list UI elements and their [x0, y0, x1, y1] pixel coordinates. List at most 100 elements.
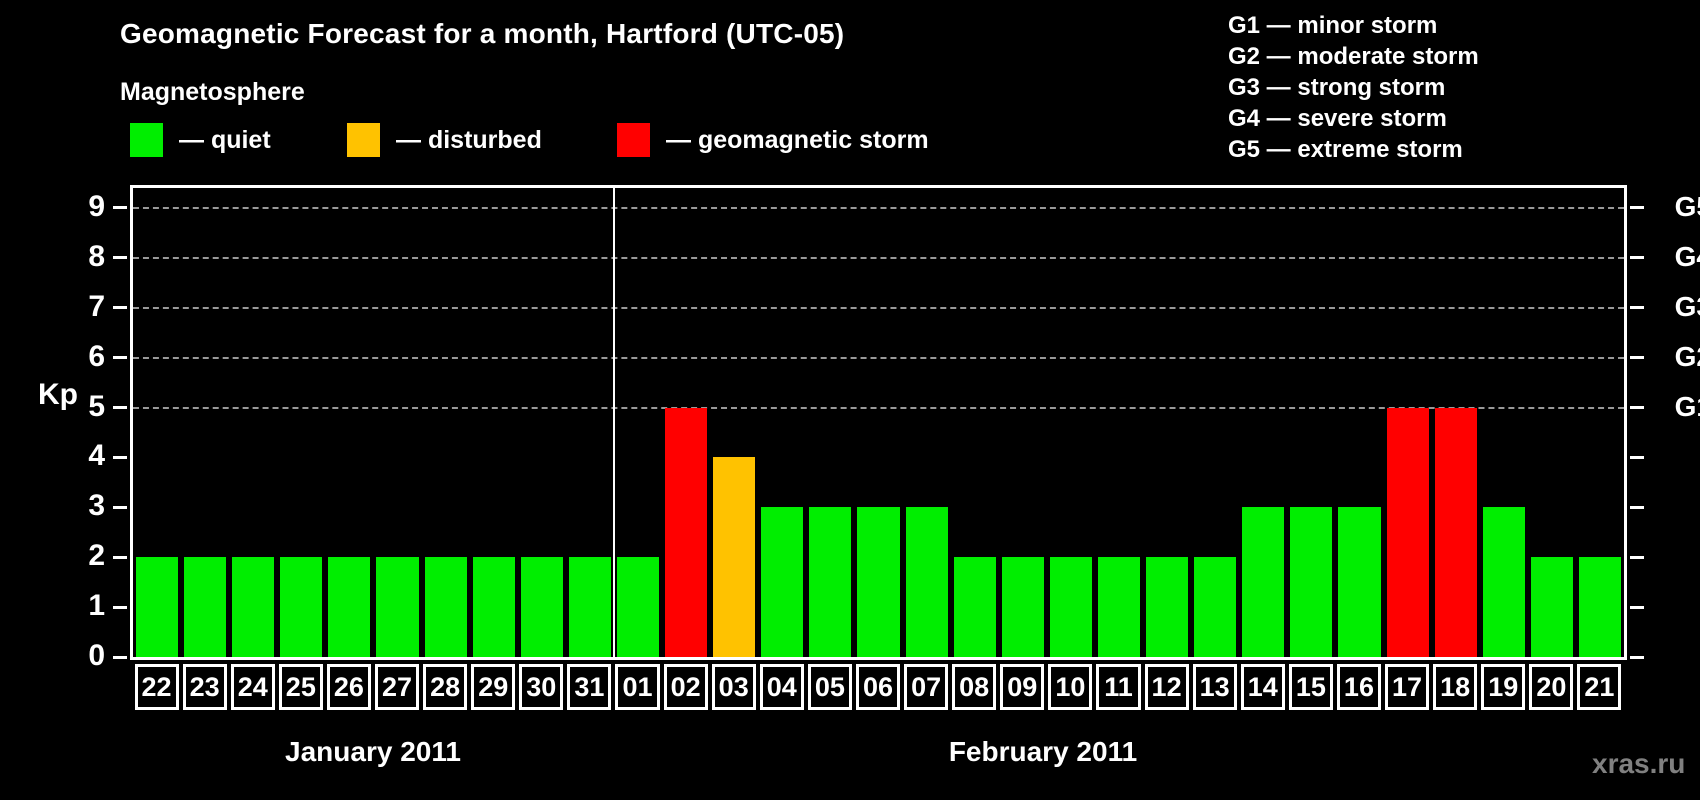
right-axis-tick [1630, 256, 1644, 260]
y-tick-label: 7 [88, 289, 105, 323]
y-tick-label: 4 [88, 439, 105, 473]
left-axis-tick [113, 406, 127, 410]
kp-bar-01 [616, 557, 660, 657]
kp-bar-17 [1386, 407, 1429, 657]
right-axis-tick [1630, 406, 1644, 410]
g-scale-legend-line: G1 — minor storm [1228, 12, 1438, 39]
g-axis-label-g5: G5 [1674, 190, 1700, 222]
date-label-04: 04 [759, 664, 804, 710]
kp-bar-20 [1530, 557, 1573, 657]
gridline-kp9 [133, 206, 1624, 209]
date-label-26: 26 [326, 664, 371, 710]
date-label-07: 07 [904, 664, 949, 710]
date-label-11: 11 [1096, 664, 1141, 710]
chart-title: Geomagnetic Forecast for a month, Hartfo… [120, 18, 845, 49]
kp-bar-14 [1242, 507, 1285, 657]
y-tick-label: 9 [88, 189, 105, 223]
kp-bar-26 [328, 557, 371, 657]
gridline-kp7 [133, 306, 1624, 309]
y-tick-label: 5 [88, 389, 105, 423]
date-label-15: 15 [1288, 664, 1333, 710]
date-label-18: 18 [1433, 664, 1478, 710]
left-axis-tick [113, 206, 127, 210]
right-axis-tick [1630, 605, 1644, 609]
date-label-23: 23 [182, 664, 227, 710]
kp-bar-10 [1049, 557, 1092, 657]
date-label-14: 14 [1240, 664, 1285, 710]
kp-bar-13 [1194, 557, 1237, 657]
right-axis-tick [1630, 455, 1644, 459]
left-axis-tick [113, 605, 127, 609]
date-label-05: 05 [807, 664, 852, 710]
disturbed-color-swatch [347, 123, 380, 157]
right-axis-tick [1630, 555, 1644, 559]
g-scale-legend-line: G3 — strong storm [1228, 74, 1446, 101]
watermark-xras: xras.ru [1592, 748, 1686, 779]
date-label-25: 25 [278, 664, 323, 710]
date-label-17: 17 [1385, 664, 1430, 710]
date-label-09: 09 [1000, 664, 1045, 710]
y-tick-label: 2 [88, 539, 105, 573]
date-label-03: 03 [711, 664, 756, 710]
left-axis-tick [113, 306, 127, 310]
left-axis-tick [113, 655, 127, 659]
kp-bar-29 [472, 557, 515, 657]
date-label-10: 10 [1048, 664, 1093, 710]
kp-bar-27 [376, 557, 419, 657]
kp-bar-22 [136, 557, 179, 657]
month-separator-line [612, 188, 615, 657]
kp-bar-24 [232, 557, 275, 657]
date-label-31: 31 [567, 664, 612, 710]
kp-bar-02 [665, 407, 708, 657]
month-label-february: February 2011 [948, 736, 1138, 767]
kp-bar-03 [713, 457, 756, 657]
kp-bar-04 [761, 507, 804, 657]
date-label-24: 24 [230, 664, 275, 710]
date-label-21: 21 [1577, 664, 1622, 710]
gridline-kp8 [133, 256, 1624, 259]
kp-bar-05 [809, 507, 852, 657]
g-axis-label-g4: G4 [1674, 240, 1700, 272]
kp-bar-12 [1146, 557, 1189, 657]
date-label-19: 19 [1481, 664, 1526, 710]
right-axis-tick [1630, 206, 1644, 210]
right-axis-tick [1630, 505, 1644, 509]
date-label-20: 20 [1529, 664, 1574, 710]
right-axis-tick [1630, 306, 1644, 310]
month-label-january: January 2011 [285, 736, 461, 767]
legend-item-quiet: — quiet [130, 122, 271, 158]
g-axis-label-g1: G1 [1674, 390, 1700, 422]
y-tick-label: 0 [88, 639, 105, 672]
plot-area: 0 1 2 3 4 5 6 7 8 9 G1 G2 G3 G4 G5 [88, 185, 1700, 671]
left-axis-tick [113, 455, 127, 459]
left-axis-tick [113, 555, 127, 559]
gridline-kp6 [133, 356, 1624, 359]
g-scale-legend-line: G4 — severe storm [1228, 105, 1447, 132]
g-axis-label-g2: G2 [1674, 340, 1700, 372]
kp-bar-15 [1290, 507, 1333, 657]
date-label-28: 28 [423, 664, 468, 710]
right-axis-tick [1630, 655, 1644, 659]
kp-bar-28 [424, 557, 467, 657]
legend-item-label: — geomagnetic storm [666, 125, 929, 154]
date-label-02: 02 [663, 664, 708, 710]
kp-bar-30 [520, 557, 563, 657]
kp-bar-23 [184, 557, 227, 657]
right-axis-tick [1630, 356, 1644, 360]
g-axis-label-g3: G3 [1674, 290, 1700, 322]
legend-item-storm: — geomagnetic storm [617, 122, 929, 158]
kp-bar-21 [1578, 557, 1621, 657]
g-scale-legend-line: G2 — moderate storm [1228, 43, 1479, 70]
kp-bar-09 [1001, 557, 1044, 657]
date-label-16: 16 [1336, 664, 1381, 710]
kp-bar-18 [1434, 407, 1477, 657]
y-tick-label: 6 [88, 339, 105, 373]
kp-bar-19 [1482, 507, 1525, 657]
date-label-29: 29 [471, 664, 516, 710]
y-axis-label-kp: Kp [38, 378, 78, 411]
kp-bar-16 [1338, 507, 1381, 657]
kp-bar-25 [280, 557, 323, 657]
legend-item-label: — disturbed [396, 125, 542, 154]
y-tick-label: 3 [88, 489, 105, 523]
